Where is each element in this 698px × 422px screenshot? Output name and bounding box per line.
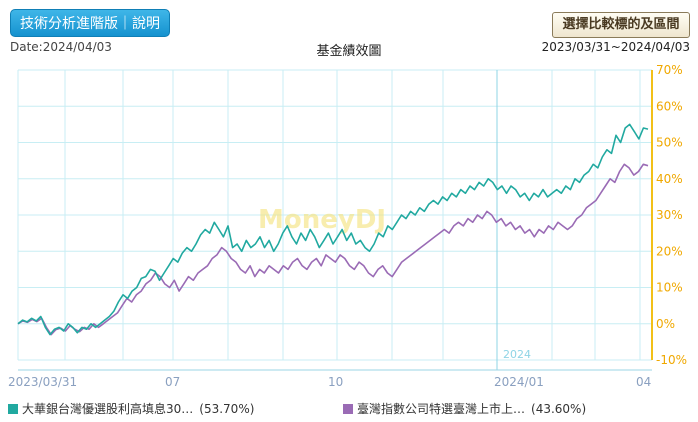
y-tick-label: 10% [656, 281, 683, 295]
year-marker: 2024 [503, 348, 531, 361]
performance-chart: 70% 60% 50% 40% 30% 20% 10% 0% -10% 2024 MoneyDJ 20… [8, 63, 687, 389]
compare-target-button[interactable]: 選擇比較標的及區間 [552, 12, 690, 38]
y-tick-label: 70% [656, 63, 683, 77]
legend-index[interactable]: 臺灣指數公司特選臺灣上市上… (43.60%) [343, 400, 586, 417]
legend-index-name: 臺灣指數公司特選臺灣上市上… [357, 402, 526, 416]
y-tick-label: 50% [656, 136, 683, 150]
legend-fund-return: (53.70%) [199, 401, 255, 416]
watermark: MoneyDJ [258, 205, 386, 235]
x-tick-label: 10 [328, 375, 343, 389]
legend-fund-name: 大華銀台灣優選股利高填息30… [22, 402, 194, 416]
series-line-fund [17, 123, 649, 336]
y-tick-label: 40% [656, 172, 683, 186]
x-tick-label: 2024/01 [494, 375, 544, 389]
legend-index-return: (43.60%) [531, 401, 587, 416]
series-line-index [17, 163, 649, 336]
y-tick-label: 0% [656, 317, 675, 331]
legend-index-swatch [343, 403, 353, 414]
y-tick-label: -10% [656, 353, 687, 367]
x-tick-label: 07 [165, 375, 180, 389]
y-tick-label: 60% [656, 99, 683, 113]
tech-analysis-button[interactable]: 技術分析進階版｜說明 [10, 9, 170, 37]
date-range-label: 2023/03/31~2024/04/03 [541, 40, 690, 54]
y-tick-label: 20% [656, 244, 683, 258]
y-tick-label: 30% [656, 208, 683, 222]
x-tick-label: 2023/03/31 [8, 375, 77, 389]
legend-fund-swatch [8, 403, 18, 414]
chart-title: 基金績效圖 [316, 44, 382, 59]
x-tick-label: 04 [636, 375, 651, 389]
date-label: Date:2024/04/03 [10, 40, 112, 54]
legend-fund[interactable]: 大華銀台灣優選股利高填息30… (53.70%) [8, 400, 254, 417]
